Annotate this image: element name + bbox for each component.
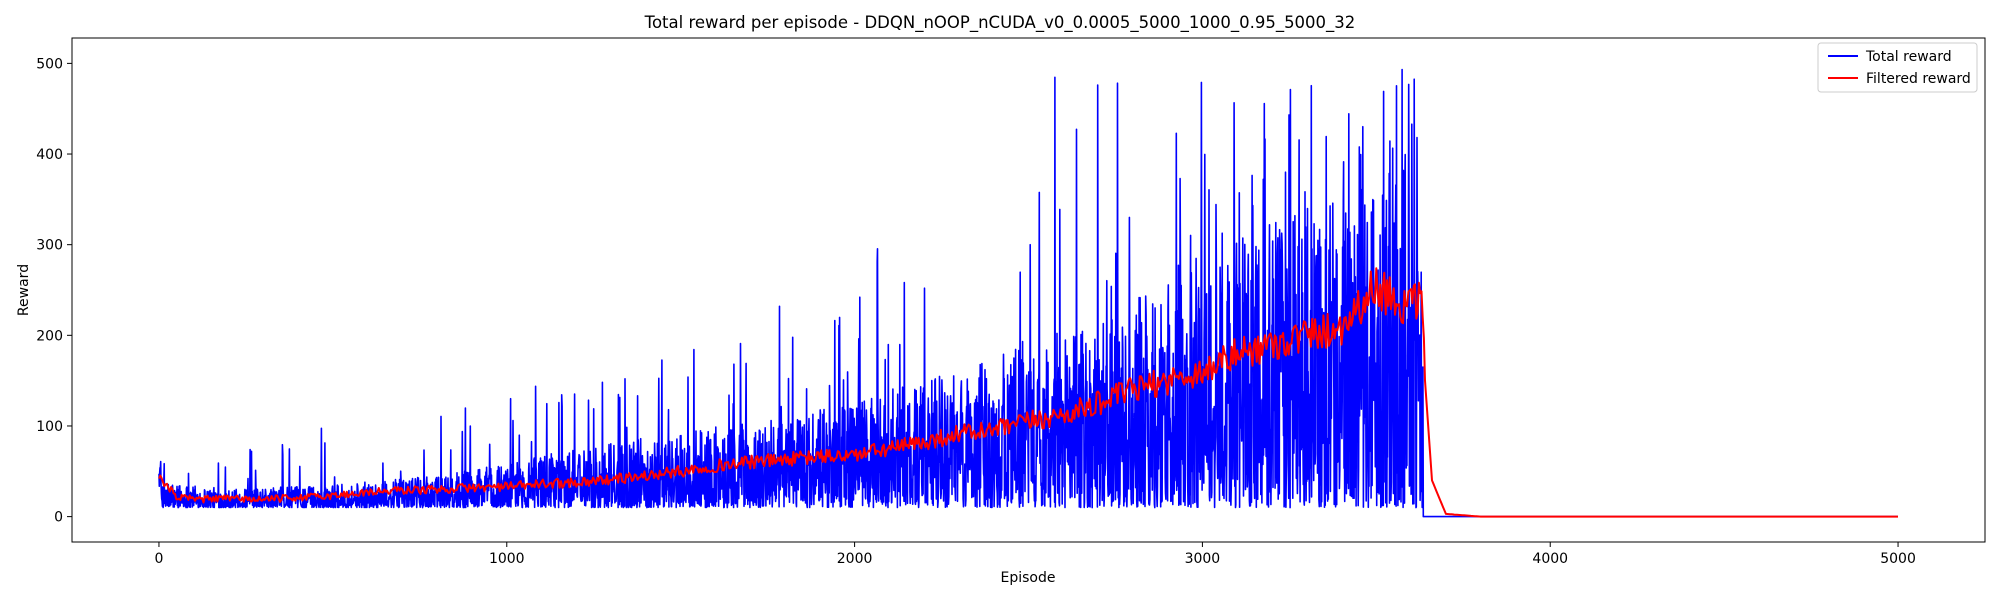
legend-label-total-reward: Total reward xyxy=(1865,49,1952,65)
axes-frame xyxy=(71,37,1986,543)
x-tick-label: 3000 xyxy=(1185,551,1221,567)
chart-title: Total reward per episode - DDQN_nOOP_nCU… xyxy=(644,13,1356,33)
series-line-total-reward xyxy=(158,68,1898,518)
y-tick-label: 300 xyxy=(36,238,63,254)
x-tick-label: 5000 xyxy=(1880,551,1916,567)
axis-layer: 0 1000 2000 3000 4000 5000 0 100 200 300 400 500 xyxy=(36,37,1986,567)
series-layer xyxy=(158,68,1898,518)
legend: Total reward Filtered reward xyxy=(1817,42,1978,93)
y-axis-title: Reward xyxy=(16,264,32,316)
y-tick-label: 200 xyxy=(36,328,63,344)
legend-label-filtered-reward: Filtered reward xyxy=(1866,71,1971,87)
x-tick-label: 4000 xyxy=(1532,551,1568,567)
y-tick-label: 0 xyxy=(54,510,63,526)
y-tick-label: 500 xyxy=(36,56,63,72)
x-axis-title: Episode xyxy=(1001,570,1056,586)
y-tick-label: 100 xyxy=(36,419,63,435)
series-line-filtered-reward xyxy=(158,267,1898,518)
x-tick-label: 1000 xyxy=(489,551,525,567)
y-tick-label: 400 xyxy=(36,147,63,163)
x-tick-label: 2000 xyxy=(837,551,873,567)
x-tick-label: 0 xyxy=(154,551,163,567)
